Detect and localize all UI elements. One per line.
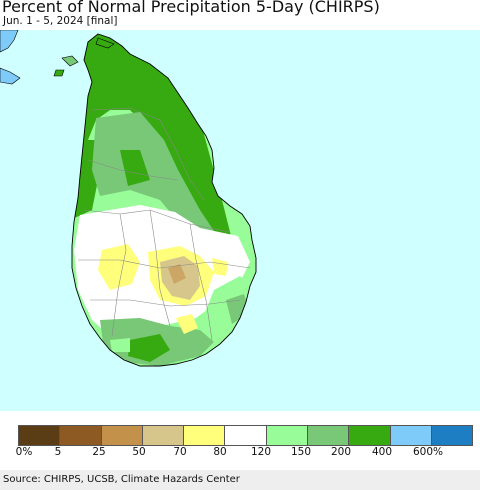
north-islet [53,69,65,77]
legend-label: 80 [213,446,227,458]
map-canvas [0,30,257,367]
legend-swatch-80-120 [225,426,267,445]
legend-swatch-150-200 [308,426,350,445]
india-coast-top [0,30,19,53]
legend-swatch-5-25 [60,426,102,445]
legend-label: 50 [132,446,146,458]
legend-label: 25 [92,446,106,458]
precipitation-map [0,30,480,411]
legend-label: 600% [412,446,444,458]
legend-swatch-200-400 [349,426,391,445]
footer-bar: Source: CHIRPS, UCSB, Climate Hazards Ce… [0,470,480,490]
source-credit: Source: CHIRPS, UCSB, Climate Hazards Ce… [3,474,240,485]
legend-label: 200 [330,446,352,458]
legend-swatch-600plus [431,426,473,445]
island-coastline [71,33,257,367]
map-title: Percent of Normal Precipitation 5-Day (C… [2,0,380,16]
jaffna-lagoon-island [95,37,115,49]
legend-swatch-400-600 [390,426,432,445]
legend-swatch-120-150 [266,426,309,445]
legend-label: 0% [15,446,33,458]
legend-label: 400 [371,446,393,458]
legend-labels: 0% 5 25 50 70 80 120 150 200 400 600% [0,446,480,462]
legend-swatch-70-80 [184,426,226,445]
legend-label: 150 [290,446,312,458]
legend-label: 70 [173,446,187,458]
legend-swatch-50-70 [142,426,185,445]
legend-label: 120 [250,446,272,458]
district-boundaries [78,107,251,341]
legend-swatch-25-50 [101,426,143,445]
india-coast-lower [0,67,21,85]
legend-label: 5 [54,446,62,458]
legend-colorbar [18,425,474,446]
legend-swatch-0-5 [19,426,61,445]
north-island [61,55,79,67]
map-subtitle: Jun. 1 - 5, 2024 [final] [3,15,118,27]
